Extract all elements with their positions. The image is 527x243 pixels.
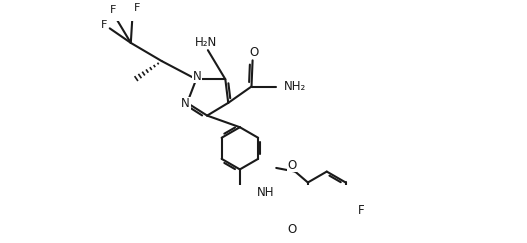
- Text: F: F: [110, 5, 116, 15]
- Text: O: O: [288, 158, 297, 172]
- Text: F: F: [101, 20, 108, 30]
- Text: N: N: [192, 70, 201, 83]
- Text: NH₂: NH₂: [284, 80, 307, 93]
- Text: O: O: [249, 46, 258, 59]
- Text: F: F: [134, 3, 140, 13]
- Text: NH: NH: [257, 186, 275, 199]
- Text: H₂N: H₂N: [195, 36, 217, 49]
- Text: N: N: [181, 97, 190, 111]
- Text: O: O: [288, 223, 297, 236]
- Text: F: F: [358, 204, 365, 217]
